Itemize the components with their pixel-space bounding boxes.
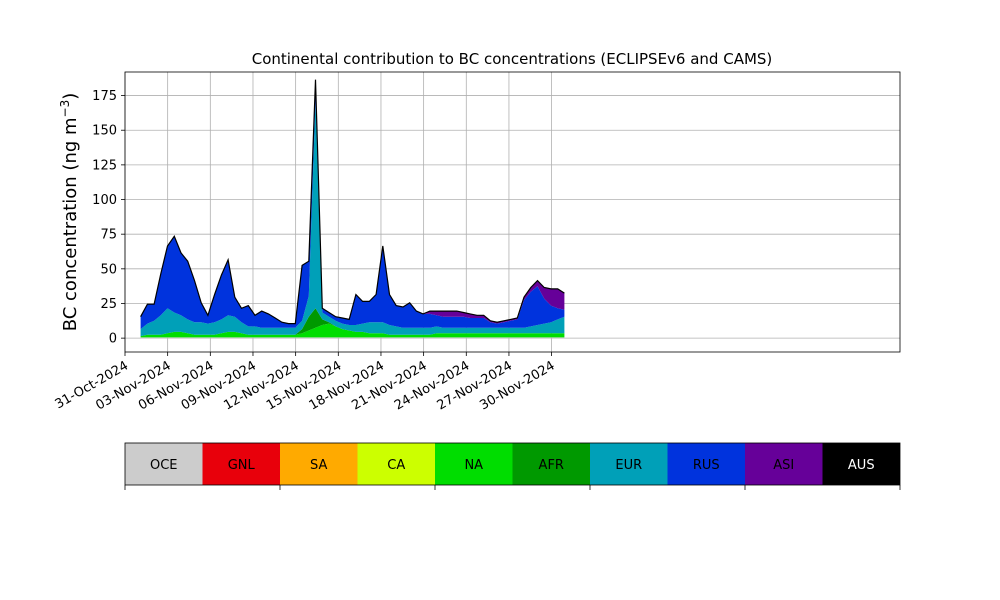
legend-label: OCE bbox=[150, 458, 178, 473]
y-tick-label: 150 bbox=[92, 124, 117, 139]
legend-label: NA bbox=[464, 458, 483, 473]
legend-item-na: NA bbox=[435, 443, 513, 485]
y-axis-label-sup: −3 bbox=[58, 100, 72, 118]
legend-label: EUR bbox=[615, 458, 642, 473]
legend-item-sa: SA bbox=[280, 443, 358, 485]
area-eur bbox=[141, 100, 565, 336]
legend-label: CA bbox=[387, 458, 405, 473]
y-axis-label-close: ) bbox=[60, 93, 81, 100]
legend-label: AFR bbox=[539, 458, 564, 473]
legend-item-ca: CA bbox=[358, 443, 436, 485]
y-axis-label-main: BC concentration (ng m bbox=[60, 117, 81, 331]
legend-item-asi: ASI bbox=[745, 443, 823, 485]
y-axis-label: BC concentration (ng m−3) bbox=[58, 93, 81, 332]
legend-item-rus: RUS bbox=[668, 443, 746, 485]
legend-item-afr: AFR bbox=[513, 443, 591, 485]
legend-item-gnl: GNL bbox=[203, 443, 281, 485]
area-aus bbox=[141, 80, 565, 324]
legend-label: ASI bbox=[773, 458, 794, 473]
y-tick-label: 100 bbox=[92, 193, 117, 208]
legend-item-aus: AUS bbox=[823, 443, 901, 485]
legend-label: GNL bbox=[228, 458, 256, 473]
stacked-areas bbox=[141, 80, 565, 339]
y-tick-label: 175 bbox=[92, 89, 117, 104]
total-line bbox=[141, 80, 565, 324]
area-oce bbox=[141, 337, 565, 338]
y-tick-label: 125 bbox=[92, 158, 117, 173]
legend-label: RUS bbox=[693, 458, 720, 473]
y-tick-label: 0 bbox=[109, 332, 117, 347]
chart: Continental contribution to BC concentra… bbox=[0, 0, 1000, 600]
area-rus bbox=[141, 80, 565, 330]
y-tick-label: 25 bbox=[100, 297, 117, 312]
axes: 025507510012515017531-Oct-202403-Nov-202… bbox=[53, 72, 900, 413]
legend: OCE GNL SA CA NA AFR EUR RUS ASI AUS bbox=[125, 443, 900, 490]
y-tick-label: 50 bbox=[100, 262, 117, 277]
legend-label: SA bbox=[310, 458, 327, 473]
legend-item-oce: OCE bbox=[125, 443, 203, 485]
chart-title: Continental contribution to BC concentra… bbox=[252, 50, 773, 68]
area-asi bbox=[141, 80, 565, 324]
legend-item-eur: EUR bbox=[590, 443, 668, 485]
legend-label: AUS bbox=[848, 458, 875, 473]
y-tick-label: 75 bbox=[100, 228, 117, 243]
